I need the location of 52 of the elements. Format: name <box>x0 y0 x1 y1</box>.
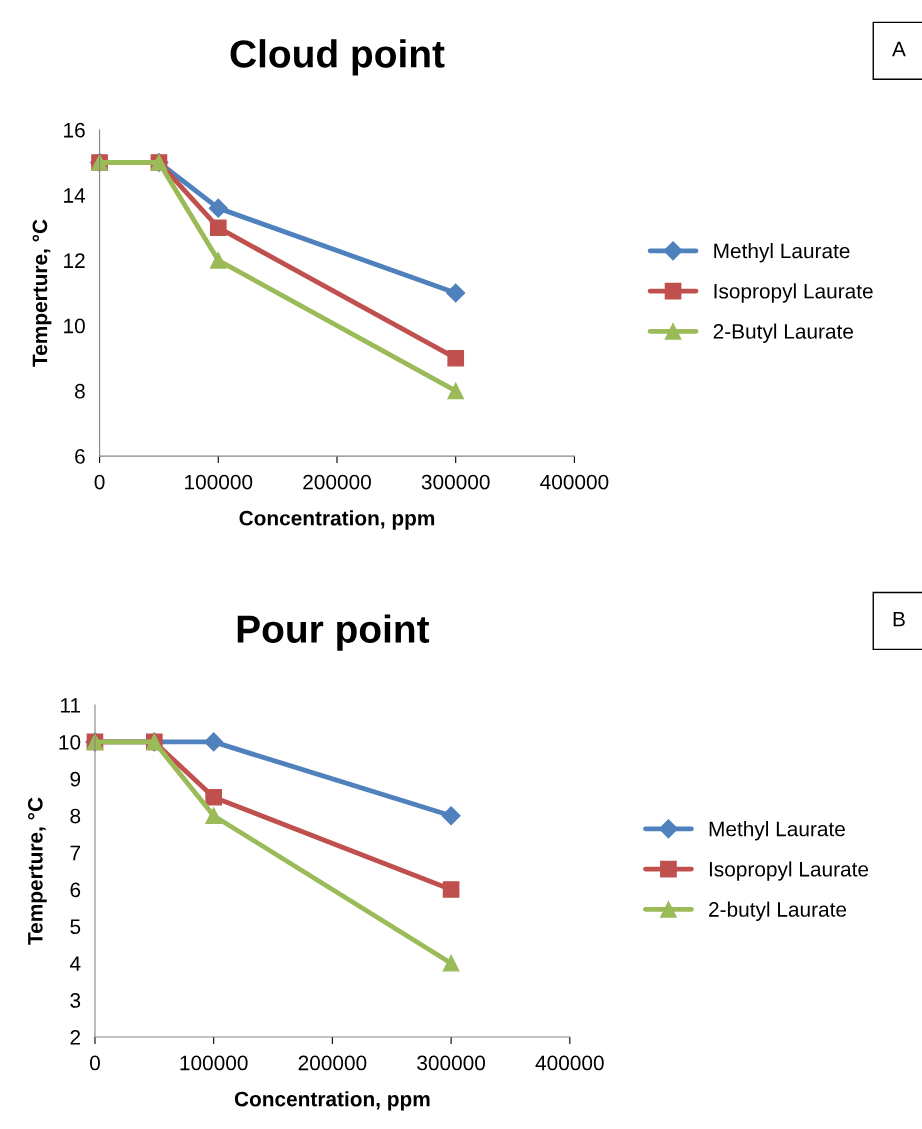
point <box>442 954 460 972</box>
y-tick-label: 8 <box>70 808 81 824</box>
chart-title: Pour point <box>237 614 430 651</box>
y-tick-label: 16 <box>64 122 85 138</box>
y-tick-label: 11 <box>61 698 81 713</box>
legend-label: 2-butyl Laurate <box>709 901 847 921</box>
legend-label: Isopropyl Laurate <box>709 861 869 881</box>
x-tick-label: 200000 <box>298 1055 367 1071</box>
point <box>447 349 465 367</box>
x-tick-label: 300000 <box>417 1055 486 1071</box>
point <box>209 252 227 269</box>
y-tick-label: 7 <box>70 845 81 861</box>
text: A <box>892 41 906 57</box>
point <box>204 732 224 752</box>
x-tick-label: 0 <box>89 1055 100 1071</box>
point <box>205 807 223 825</box>
point <box>209 219 227 237</box>
point <box>441 806 461 826</box>
x-tick-label: 300000 <box>421 474 490 490</box>
x-tick-label: 200000 <box>303 474 371 490</box>
x-tick-label: 0 <box>94 474 105 490</box>
y-tick-label: 10 <box>59 734 81 750</box>
x-tick-label: 400000 <box>535 1055 604 1071</box>
x-tick-label: 400000 <box>540 474 609 490</box>
x-axis-title: Concentration, ppm <box>234 1091 430 1111</box>
y-tick-label: 6 <box>70 882 81 898</box>
y-tick-label: 3 <box>70 993 81 1008</box>
y-axis-title: Temperture, °C <box>32 219 52 367</box>
y-tick-label: 5 <box>70 919 81 935</box>
point <box>208 198 228 218</box>
y-tick-label: 12 <box>64 253 85 268</box>
y-tick-label: 10 <box>64 318 85 334</box>
y-axis-title: Temperture, °C <box>27 797 47 945</box>
point <box>446 283 466 303</box>
y-tick-label: 14 <box>64 188 86 203</box>
point <box>205 788 223 806</box>
x-tick-label: 100000 <box>185 474 253 490</box>
chart-title: Cloud point <box>230 39 445 76</box>
legend-label: Methyl Laurate <box>709 821 845 841</box>
x-tick-label: 100000 <box>180 1055 248 1071</box>
y-tick-label: 8 <box>75 383 85 399</box>
y-tick-label: 4 <box>69 956 81 971</box>
point <box>442 881 460 898</box>
legend-label: 2-Butyl Laurate <box>713 323 853 343</box>
text: B <box>893 612 905 627</box>
x-axis-title: Concentration, ppm <box>239 510 435 530</box>
y-tick-label: 6 <box>75 449 85 464</box>
point <box>447 382 465 400</box>
y-tick-label: 9 <box>70 771 81 787</box>
y-tick-label: 2 <box>70 1029 81 1045</box>
legend-label: Methyl Laurate <box>714 243 850 263</box>
legend-label: Isopropyl Laurate <box>714 283 873 303</box>
